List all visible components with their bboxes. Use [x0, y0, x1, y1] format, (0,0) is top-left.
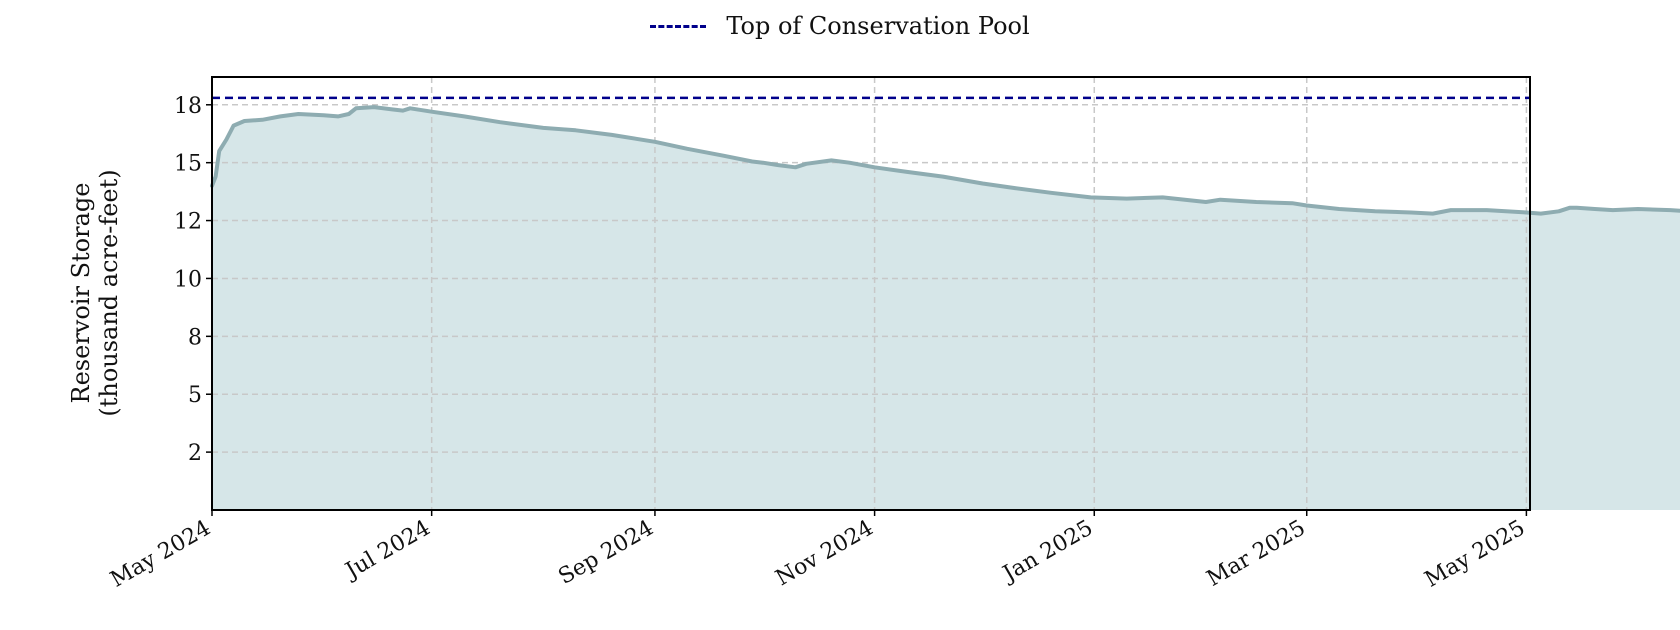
x-tick-label-5: Mar 2025 — [1203, 516, 1310, 592]
x-tick-label-6: May 2025 — [1421, 516, 1530, 593]
legend-item-conservation-pool: Top of Conservation Pool — [650, 12, 1030, 40]
legend-label: Top of Conservation Pool — [726, 12, 1030, 40]
legend-swatch-dashed — [650, 24, 707, 28]
y-tick-label-3: 10 — [174, 267, 202, 292]
y-tick-label-5: 15 — [174, 152, 202, 177]
y-tick-label-0: 2 — [188, 441, 202, 466]
x-tick-label-3: Nov 2024 — [772, 516, 878, 592]
y-tick-label-2: 8 — [188, 325, 202, 350]
y-axis-label-line1: Reservoir Storage — [67, 182, 95, 404]
y-tick-label-4: 12 — [174, 210, 202, 235]
x-tick-label-1: Jul 2024 — [340, 516, 435, 585]
x-tick-label-2: Sep 2024 — [554, 516, 658, 590]
y-tick-label-6: 18 — [174, 94, 202, 119]
x-tick-label-0: May 2024 — [106, 516, 215, 593]
legend: Top of Conservation Pool — [0, 8, 1680, 44]
storage-line — [210, 105, 1680, 216]
y-axis-label: Reservoir Storage (thousand acre-feet) — [67, 113, 123, 473]
x-tick-label-4: Jan 2025 — [997, 516, 1097, 588]
plot-frame — [211, 76, 1531, 511]
y-axis-label-line2: (thousand acre-feet) — [95, 169, 123, 417]
y-tick-label-1: 5 — [188, 383, 202, 408]
